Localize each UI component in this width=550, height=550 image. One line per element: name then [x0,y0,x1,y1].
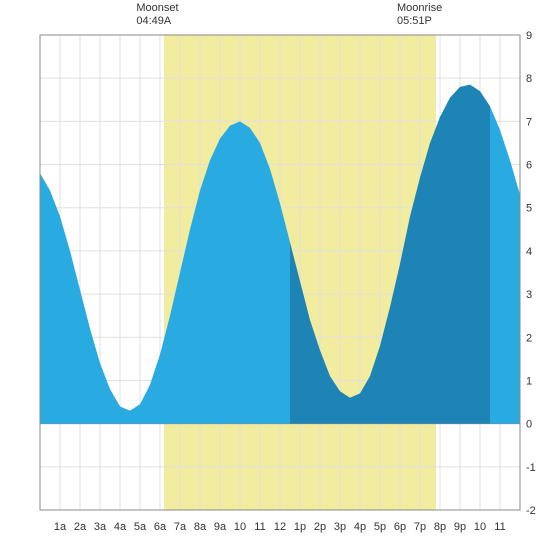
moonrise-label: Moonrise 05:51P [397,2,442,28]
ytick: 2 [526,332,532,344]
xtick: 1a [54,521,67,533]
ytick: 7 [526,116,532,128]
ytick: -1 [526,462,536,474]
xtick: 7a [174,521,187,533]
xtick: 7p [414,521,426,533]
xtick: 2p [314,521,326,533]
xtick: 3a [94,521,107,533]
xtick: 9p [454,521,466,533]
moonrise-title: Moonrise [397,2,442,15]
ytick: 4 [526,246,532,258]
annotations: Moonset 04:49A Moonrise 05:51P [40,2,520,32]
xtick: 8a [194,521,207,533]
xtick: 6a [154,521,167,533]
ytick: 3 [526,289,532,301]
ytick: -2 [526,505,536,517]
xtick: 5p [374,521,386,533]
ytick: 6 [526,160,532,172]
tide-chart: Moonset 04:49A Moonrise 05:51P -2-101234… [0,0,550,550]
xtick: 1p [294,521,306,533]
chart-svg: -2-101234567891a2a3a4a5a6a7a8a9a1011121p… [0,0,550,550]
ytick: 0 [526,419,532,431]
moonrise-time: 05:51P [397,15,442,28]
ytick: 8 [526,73,532,85]
xtick: 5a [134,521,147,533]
moonset-time: 04:49A [136,15,178,28]
ytick: 9 [526,30,532,42]
moonset-title: Moonset [136,2,178,15]
ytick: 5 [526,203,532,215]
ytick: 1 [526,375,532,387]
xtick: 10 [234,521,246,533]
xtick: 2a [74,521,87,533]
xtick: 4p [354,521,366,533]
xtick: 4a [114,521,127,533]
xtick: 3p [334,521,346,533]
xtick: 12 [274,521,286,533]
xtick: 11 [254,521,265,533]
xtick: 11 [494,521,505,533]
xtick: 8p [434,521,446,533]
xtick: 6p [394,521,406,533]
xtick: 9a [214,521,227,533]
moonset-label: Moonset 04:49A [136,2,178,28]
xtick: 10 [474,521,486,533]
